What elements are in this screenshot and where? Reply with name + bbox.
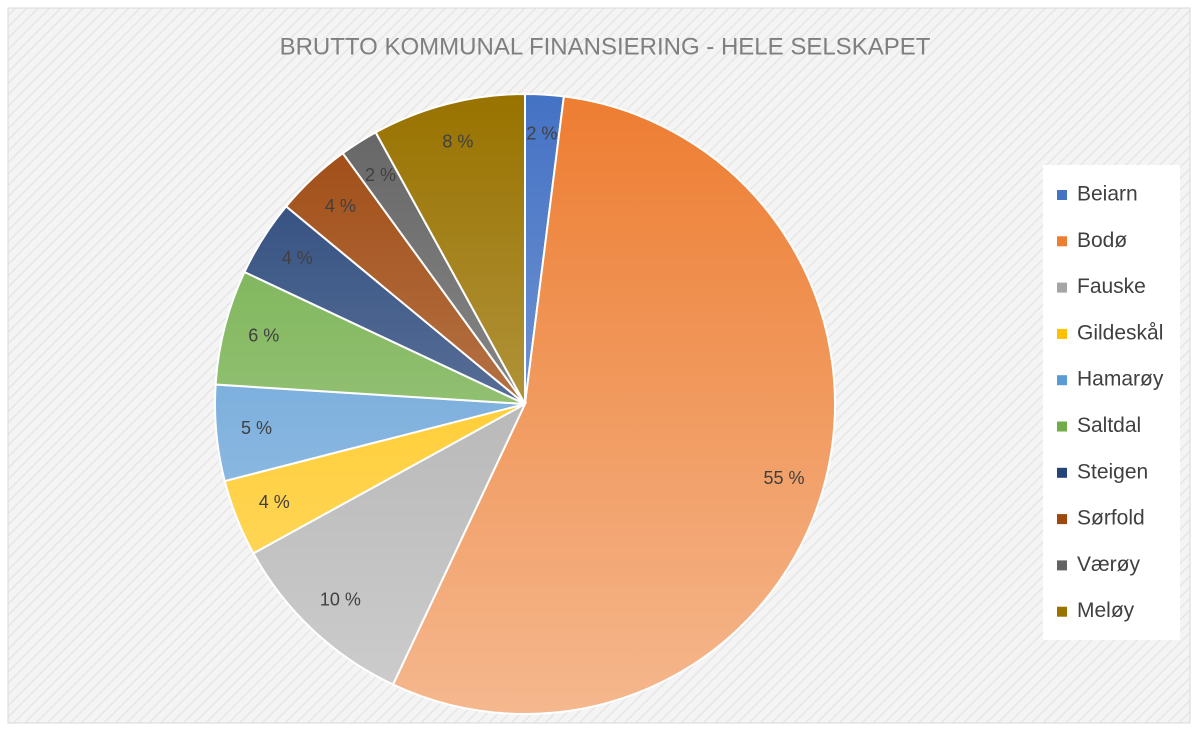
legend-swatch: [1057, 236, 1067, 247]
legend-label: Bodø: [1077, 229, 1127, 252]
legend-label: Steigen: [1077, 460, 1148, 483]
legend-swatch: [1057, 328, 1067, 339]
legend-label: Beiarn: [1077, 183, 1138, 206]
legend-swatch: [1057, 560, 1067, 571]
data-label: 6 %: [248, 326, 279, 346]
legend-swatch: [1057, 467, 1067, 478]
legend-label: Gildeskål: [1077, 321, 1163, 344]
legend-label: Fauske: [1077, 275, 1146, 298]
legend-swatch: [1057, 375, 1067, 386]
legend: Beiarn Bodø Fauske Gildeskål Hamarøy Saltdal S…: [1057, 183, 1164, 622]
legend-label: Sørfold: [1077, 507, 1145, 530]
legend-swatch: [1057, 190, 1067, 200]
legend-swatch: [1057, 606, 1067, 617]
legend-label: Meløy: [1077, 599, 1135, 622]
legend-swatch: [1057, 421, 1067, 432]
legend-label: Hamarøy: [1077, 368, 1164, 391]
data-label: 10 %: [320, 589, 361, 609]
chart-title: BRUTTO KOMMUNAL FINANSIERING - HELE SELS…: [280, 33, 931, 60]
legend-label: Saltdal: [1077, 414, 1141, 437]
data-label: 5 %: [241, 418, 272, 438]
legend-swatch: [1057, 282, 1067, 293]
legend-swatch: [1057, 514, 1067, 525]
data-label: 4 %: [282, 248, 313, 268]
data-label: 2 %: [365, 165, 396, 185]
data-label: 8 %: [442, 132, 473, 152]
legend-label: Værøy: [1077, 553, 1141, 576]
data-label: 55 %: [763, 468, 804, 488]
data-label: 4 %: [259, 492, 290, 512]
data-label: 2 %: [526, 124, 557, 144]
data-label: 4 %: [325, 196, 356, 216]
pie: [214, 92, 836, 715]
labels: 2 % 55 % 10 % 4 % 5 % 6 % 4 % 4 % 2 % 8 %: [241, 124, 805, 610]
